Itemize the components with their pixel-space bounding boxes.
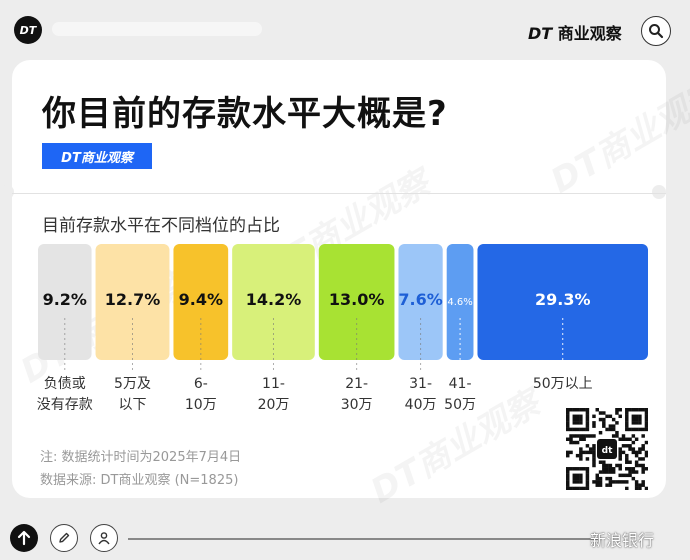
card-notch-right xyxy=(652,185,666,199)
bar-0 xyxy=(38,244,92,360)
pencil-icon xyxy=(59,532,70,543)
progress-line xyxy=(128,538,598,540)
value-label: 9.4% xyxy=(179,290,223,309)
page-title: 你目前的存款水平大概是? xyxy=(42,94,448,134)
value-label: 13.0% xyxy=(329,290,385,309)
brand-name: 商业观察 xyxy=(557,24,622,43)
qr-code[interactable]: dt xyxy=(566,408,648,490)
bar-3 xyxy=(232,244,315,360)
dt-logo-avatar[interactable]: DT xyxy=(14,16,42,44)
category-label: 31- xyxy=(409,376,432,392)
search-icon xyxy=(649,24,664,39)
category-label: 11- xyxy=(262,376,285,392)
profile-button[interactable] xyxy=(90,524,118,552)
brand-header: DT 商业观察 xyxy=(528,20,622,44)
category-label: 以下 xyxy=(119,397,147,413)
value-label: 14.2% xyxy=(246,290,302,309)
bar-4 xyxy=(318,244,395,360)
category-label: 50万以上 xyxy=(533,376,593,392)
data-source-note: 数据来源: DT商业观察 (N=1825) xyxy=(40,473,239,488)
category-label: 50万 xyxy=(444,397,476,413)
bar-1 xyxy=(95,244,170,360)
value-label: 12.7% xyxy=(105,290,161,309)
data-time-note: 注: 数据统计时间为2025年7月4日 xyxy=(40,450,242,465)
scroll-top-button[interactable] xyxy=(10,524,38,552)
category-label: 30万 xyxy=(341,397,373,413)
value-label: 9.2% xyxy=(43,290,87,309)
search-button[interactable] xyxy=(641,16,671,46)
bar-2 xyxy=(173,244,229,360)
card-notch-left xyxy=(0,185,14,199)
bar-7 xyxy=(477,244,648,360)
category-label: 5万及 xyxy=(114,376,151,392)
top-bar: DT DT 商业观察 xyxy=(0,0,690,60)
category-label: 20万 xyxy=(258,397,290,413)
address-bar[interactable] xyxy=(52,22,262,36)
bottom-toolbar: 新浪银行 xyxy=(0,515,690,560)
bar-5 xyxy=(398,244,443,360)
divider xyxy=(12,193,666,194)
category-label: 没有存款 xyxy=(37,397,93,413)
value-label: 29.3% xyxy=(535,290,591,309)
category-label: 6- xyxy=(194,376,208,392)
up-arrow-icon xyxy=(17,530,31,546)
edit-button[interactable] xyxy=(50,524,78,552)
brand-badge: DT商业观察 xyxy=(42,143,152,169)
user-icon xyxy=(98,532,110,545)
platform-watermark: 新浪银行 xyxy=(590,531,655,550)
value-label: 7.6% xyxy=(398,290,442,309)
brand-dt: DT xyxy=(528,24,553,43)
category-label: 41- xyxy=(449,376,472,392)
category-label: 10万 xyxy=(185,397,217,413)
category-label: 40万 xyxy=(405,397,437,413)
category-label: 21- xyxy=(345,376,368,392)
qr-center-logo: dt xyxy=(602,446,613,456)
chart-subtitle: 目前存款水平在不同档位的占比 xyxy=(42,216,280,236)
value-label: 4.6% xyxy=(447,297,472,308)
category-label: 负债或 xyxy=(44,376,86,392)
bar-6 xyxy=(446,244,474,360)
